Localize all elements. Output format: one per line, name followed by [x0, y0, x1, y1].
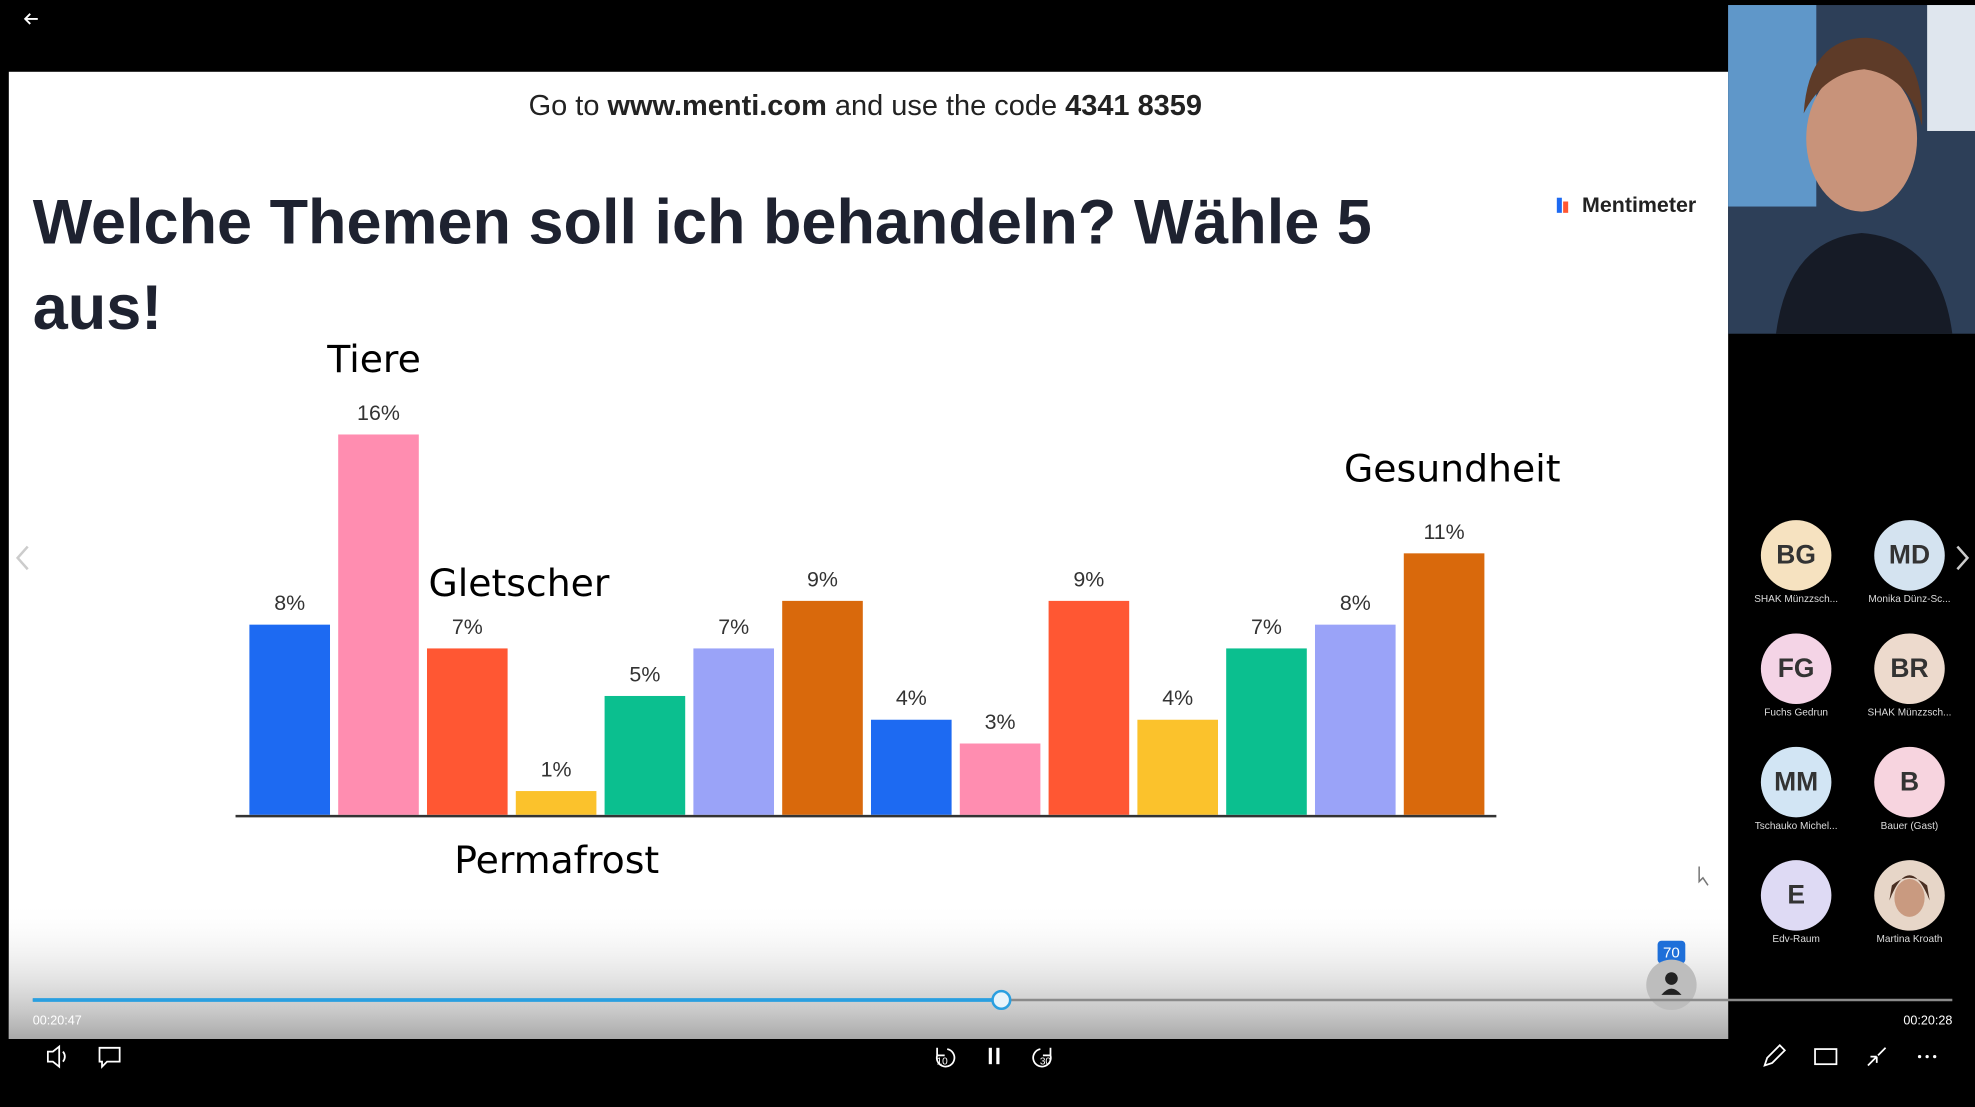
- value-label: 11%: [1423, 520, 1464, 544]
- progress-handle[interactable]: [993, 991, 1011, 1009]
- time-elapsed: 00:20:47: [33, 1014, 82, 1028]
- avatar-initials: BG: [1776, 540, 1816, 570]
- player-overlay: [9, 900, 1728, 1039]
- participant-name: Bauer (Gast): [1881, 821, 1939, 832]
- page: {"slide": {"instruction": ["Go to ", "ww…: [0, 0, 1975, 1107]
- more-button[interactable]: [1933, 1055, 1936, 1058]
- value-label: 1%: [541, 758, 572, 782]
- instruction: Go to www.menti.com and use the code 434…: [529, 90, 1202, 122]
- avatar-initials: B: [1900, 766, 1919, 796]
- icon: [1665, 972, 1678, 985]
- avatar-initials: BR: [1890, 653, 1928, 683]
- avatar-initials: MM: [1774, 766, 1818, 796]
- instruction-url: www.menti.com: [607, 90, 827, 122]
- annotation: Tiere: [326, 337, 421, 381]
- bar: [871, 720, 952, 815]
- instruction-code: 4341 8359: [1065, 90, 1202, 122]
- value-label: 8%: [1340, 591, 1371, 615]
- avatar-initials: FG: [1778, 653, 1815, 683]
- pause-button[interactable]: [996, 1048, 999, 1064]
- bar: [693, 648, 774, 814]
- value-label: 7%: [718, 615, 749, 639]
- brand-logo: [1563, 202, 1568, 213]
- bar: [1137, 720, 1218, 815]
- annotation: Permafrost: [454, 838, 659, 882]
- bar: [249, 625, 330, 815]
- participant-name: Fuchs Gedrun: [1764, 707, 1828, 718]
- skip-forward-label: 30: [1040, 1056, 1052, 1067]
- value-label: 4%: [896, 686, 927, 710]
- value-label: 7%: [452, 615, 483, 639]
- brand: Mentimeter: [1582, 193, 1696, 217]
- bar: [782, 601, 863, 815]
- bar: [427, 648, 508, 814]
- avatar-initials: E: [1787, 880, 1805, 910]
- bar: [1049, 601, 1130, 815]
- value-label: 3%: [985, 710, 1016, 734]
- avatar-photo: [1894, 879, 1924, 917]
- bar: [516, 791, 597, 815]
- value-label: 4%: [1162, 686, 1193, 710]
- slide-title: aus!: [33, 273, 162, 343]
- participant-name: Martina Kroath: [1877, 934, 1943, 945]
- brand-logo: [1557, 198, 1562, 213]
- bar: [1315, 625, 1396, 815]
- webcam-face: [1806, 65, 1917, 211]
- bar: [338, 434, 419, 814]
- slide-title: Welche Themen soll ich behandeln? Wähle …: [33, 187, 1372, 257]
- avatar-initials: MD: [1889, 540, 1930, 570]
- participant-name: Edv-Raum: [1772, 934, 1820, 945]
- value-label: 9%: [1073, 567, 1104, 591]
- more-button[interactable]: [1925, 1055, 1928, 1058]
- participant-name: Tschauko Michel...: [1755, 821, 1838, 832]
- webcam-background: [1728, 5, 1816, 207]
- value-label: 5%: [629, 662, 660, 686]
- participant-name: SHAK Münzzsch...: [1868, 707, 1952, 718]
- time-remaining: 00:20:28: [1903, 1014, 1952, 1028]
- webcam-background: [1927, 5, 1975, 131]
- badge-count: 70: [1663, 944, 1680, 961]
- more-button[interactable]: [1918, 1055, 1921, 1058]
- value-label: 8%: [274, 591, 305, 615]
- annotation: Gesundheit: [1344, 447, 1561, 491]
- pause-button[interactable]: [989, 1048, 992, 1064]
- instruction-text: Go to: [529, 90, 608, 122]
- bar: [1226, 648, 1307, 814]
- bar: [605, 696, 686, 815]
- annotation: Gletscher: [428, 561, 609, 605]
- value-label: 16%: [357, 401, 400, 425]
- skip-back-label: 10: [937, 1056, 949, 1067]
- participant-name: SHAK Münzzsch...: [1754, 594, 1838, 605]
- value-label: 7%: [1251, 615, 1282, 639]
- bar: [960, 744, 1041, 815]
- value-label: 9%: [807, 567, 838, 591]
- participant-name: Monika Dünz-Sc...: [1868, 594, 1950, 605]
- instruction-text: and use the code: [827, 90, 1065, 122]
- bar: [1404, 553, 1485, 814]
- screen: Go to www.menti.com and use the code 434…: [0, 0, 1975, 1107]
